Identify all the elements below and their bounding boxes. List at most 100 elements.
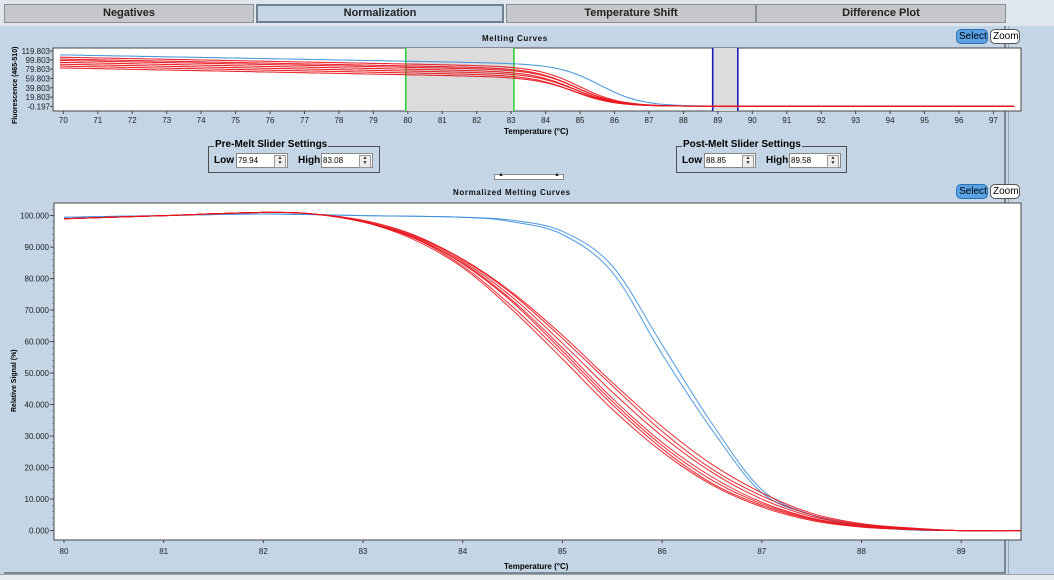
y-tick-label: 70.000 bbox=[25, 306, 50, 315]
x-tick-label: 93 bbox=[851, 116, 860, 125]
x-tick-label: 85 bbox=[558, 547, 567, 556]
status-strip bbox=[0, 574, 1054, 580]
x-tick-label: 74 bbox=[197, 116, 206, 125]
x-tick-label: 75 bbox=[231, 116, 240, 125]
x-tick-label: 78 bbox=[334, 116, 343, 125]
x-tick-label: 97 bbox=[989, 116, 998, 125]
tab-normalization[interactable]: Normalization bbox=[256, 4, 504, 23]
x-tick-label: 77 bbox=[300, 116, 309, 125]
y-tick-label: 119.803 bbox=[22, 47, 51, 56]
curve-red-7 bbox=[59, 67, 1015, 107]
y-tick-label: 99.803 bbox=[26, 56, 51, 65]
pre-melt-high-input[interactable]: 83.08 ▲ ▼ bbox=[321, 153, 373, 168]
melting-curves-chart[interactable]: 70 71 72 73 74 75 76 77 78 79 80 81 82 83 84 85 86 87 88 89… bbox=[0, 44, 1030, 128]
x-tick-label: 72 bbox=[128, 116, 137, 125]
post-melt-high-label: High bbox=[766, 155, 789, 166]
tab-temperature-shift[interactable]: Temperature Shift bbox=[506, 4, 756, 23]
x-tick-label: 96 bbox=[955, 116, 964, 125]
x-tick-label: 90 bbox=[748, 116, 757, 125]
pre-melt-title: Pre-Melt Slider Settings bbox=[214, 139, 329, 150]
x-tick-label: 86 bbox=[610, 116, 619, 125]
melting-curves-title: Melting Curves bbox=[482, 34, 548, 43]
x-tick-label: 71 bbox=[93, 116, 102, 125]
x-tick-label: 70 bbox=[59, 116, 68, 125]
x-tick-label: 80 bbox=[60, 547, 69, 556]
top-zoom-button[interactable]: Zoom bbox=[990, 29, 1020, 44]
spinner-arrows-icon[interactable]: ▲ ▼ bbox=[742, 155, 754, 168]
splitter-arrow-icon: ▲ bbox=[498, 172, 504, 178]
y-tick-label: 40.000 bbox=[25, 401, 50, 410]
x-tick-label: 73 bbox=[162, 116, 171, 125]
x-tick-label: 89 bbox=[957, 547, 966, 556]
x-tick-label: 88 bbox=[857, 547, 866, 556]
pre-melt-low-value: 79.94 bbox=[238, 156, 259, 165]
x-tick-label: 83 bbox=[507, 116, 516, 125]
top-select-button[interactable]: Select bbox=[956, 29, 988, 44]
y-tick-label: 10.000 bbox=[25, 495, 50, 504]
x-tick-label: 81 bbox=[438, 116, 447, 125]
x-tick-label: 89 bbox=[713, 116, 722, 125]
post-melt-high-input[interactable]: 89.58 ▲ ▼ bbox=[789, 153, 841, 168]
x-tick-label: 82 bbox=[259, 547, 268, 556]
y-tick-label: 59.803 bbox=[26, 74, 51, 83]
post-melt-region bbox=[712, 48, 738, 111]
spinner-arrows-icon[interactable]: ▲ ▼ bbox=[827, 155, 839, 168]
post-melt-high-value: 89.58 bbox=[791, 156, 812, 165]
post-melt-low-input[interactable]: 88.85 ▲ ▼ bbox=[704, 153, 756, 168]
tab-bar: Negatives Normalization Temperature Shif… bbox=[0, 0, 1054, 26]
x-tick-label: 81 bbox=[159, 547, 168, 556]
y-tick-label: 90.000 bbox=[25, 243, 50, 252]
y-tick-label: 20.000 bbox=[25, 464, 50, 473]
y-tick-label: 30.000 bbox=[25, 432, 50, 441]
y-tick-label: 0.000 bbox=[29, 527, 50, 536]
post-melt-slider-settings: Post-Melt Slider Settings Low 88.85 ▲ ▼ Hi… bbox=[676, 139, 847, 173]
y-tick-label: 79.803 bbox=[26, 65, 51, 74]
top-x-axis-label: Temperature (°C) bbox=[504, 127, 569, 136]
plot-area bbox=[53, 202, 1022, 541]
bottom-zoom-button[interactable]: Zoom bbox=[990, 184, 1020, 199]
x-tick-label: 88 bbox=[679, 116, 688, 125]
x-tick-label: 80 bbox=[403, 116, 412, 125]
normalized-melting-curves-chart[interactable]: 80 81 82 83 84 85 86 87 88 89 100.000 90.000 80.000 7… bbox=[0, 200, 1030, 562]
tab-negatives[interactable]: Negatives bbox=[4, 4, 254, 23]
spinner-arrows-icon[interactable]: ▲ ▼ bbox=[274, 155, 286, 168]
bottom-x-axis-label: Temperature (°C) bbox=[504, 562, 569, 571]
y-tick-label: 80.000 bbox=[25, 275, 50, 284]
pre-melt-high-value: 83.08 bbox=[323, 156, 344, 165]
pre-melt-region bbox=[405, 48, 514, 111]
x-tick-label: 92 bbox=[817, 116, 826, 125]
post-melt-low-label: Low bbox=[682, 155, 702, 166]
x-tick-label: 84 bbox=[458, 547, 467, 556]
x-tick-label: 79 bbox=[369, 116, 378, 125]
spinner-arrows-icon[interactable]: ▲ ▼ bbox=[359, 155, 371, 168]
x-tick-label: 76 bbox=[266, 116, 275, 125]
tab-difference-plot[interactable]: Difference Plot bbox=[756, 4, 1006, 23]
x-tick-label: 86 bbox=[658, 547, 667, 556]
pre-melt-low-label: Low bbox=[214, 155, 234, 166]
normalized-curves-title: Normalized Melting Curves bbox=[453, 188, 571, 197]
x-tick-label: 83 bbox=[359, 547, 368, 556]
pre-melt-slider-settings: Pre-Melt Slider Settings Low 79.94 ▲ ▼ Hig… bbox=[208, 139, 380, 173]
post-melt-low-value: 88.85 bbox=[706, 156, 727, 165]
x-tick-label: 85 bbox=[576, 116, 585, 125]
x-tick-label: 95 bbox=[920, 116, 929, 125]
x-tick-label: 84 bbox=[541, 116, 550, 125]
y-tick-label: -0.197 bbox=[27, 102, 50, 111]
y-tick-label: 19.803 bbox=[26, 93, 51, 102]
x-tick-label: 87 bbox=[645, 116, 654, 125]
y-tick-label: 39.803 bbox=[26, 84, 51, 93]
post-melt-title: Post-Melt Slider Settings bbox=[682, 139, 802, 150]
splitter-arrow-icon: ▲ bbox=[554, 172, 560, 178]
pre-melt-low-input[interactable]: 79.94 ▲ ▼ bbox=[236, 153, 288, 168]
y-tick-label: 60.000 bbox=[25, 338, 50, 347]
bottom-select-button[interactable]: Select bbox=[956, 184, 988, 199]
x-tick-label: 82 bbox=[472, 116, 481, 125]
y-tick-label: 100.000 bbox=[20, 212, 49, 221]
x-tick-label: 94 bbox=[886, 116, 895, 125]
x-tick-label: 91 bbox=[782, 116, 791, 125]
pre-melt-high-label: High bbox=[298, 155, 321, 166]
panel-splitter-handle[interactable]: ▲ ▲ bbox=[494, 172, 564, 180]
curve-red-7 bbox=[63, 211, 1022, 532]
y-tick-label: 50.000 bbox=[25, 369, 50, 378]
x-tick-label: 87 bbox=[757, 547, 766, 556]
